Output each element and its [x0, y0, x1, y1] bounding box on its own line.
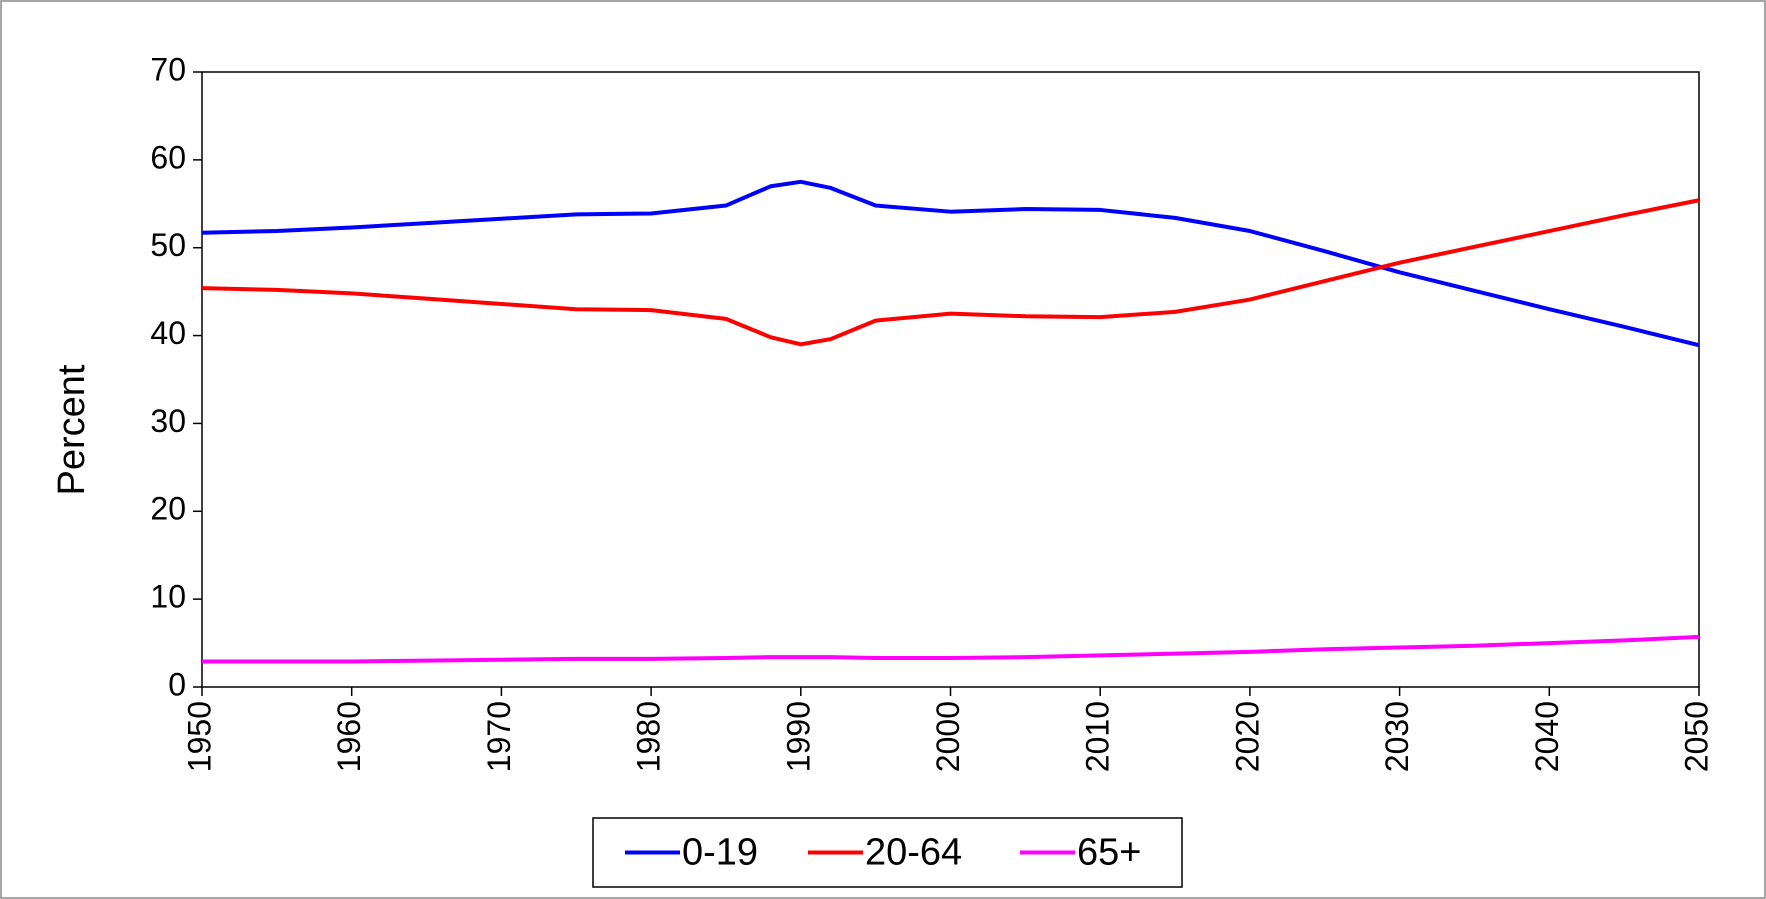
x-tick-label: 2050	[1678, 701, 1714, 772]
series-line	[201, 198, 1700, 347]
y-tick-label: 60	[150, 139, 186, 175]
x-tick-label: 1980	[631, 701, 667, 772]
series-line	[202, 634, 1700, 664]
y-tick-label: 40	[150, 315, 186, 351]
y-tick-label: 50	[150, 227, 186, 263]
legend-box	[592, 817, 1183, 888]
y-tick-label: 0	[168, 666, 186, 702]
x-tick-label: 1950	[181, 701, 217, 772]
y-tick-label: 70	[150, 51, 186, 87]
legend-label: 0-19	[682, 832, 758, 874]
y-axis-label: Percent	[51, 364, 93, 495]
y-tick-label: 10	[150, 579, 186, 615]
x-tick-label: 2030	[1379, 701, 1415, 772]
x-tick-label: 1960	[331, 701, 367, 772]
x-tick-label: 2040	[1529, 701, 1565, 772]
y-tick-label: 20	[150, 491, 186, 527]
series-line	[201, 179, 1700, 348]
x-tick-label: 2000	[930, 701, 966, 772]
x-tick-label: 1970	[481, 701, 517, 772]
legend-label: 20-64	[865, 832, 962, 874]
y-tick-label: 30	[150, 403, 186, 439]
x-tick-label: 2010	[1080, 701, 1116, 772]
legend-label: 65+	[1077, 832, 1141, 874]
x-tick-label: 1990	[780, 701, 816, 772]
x-tick-label: 2020	[1229, 701, 1265, 772]
